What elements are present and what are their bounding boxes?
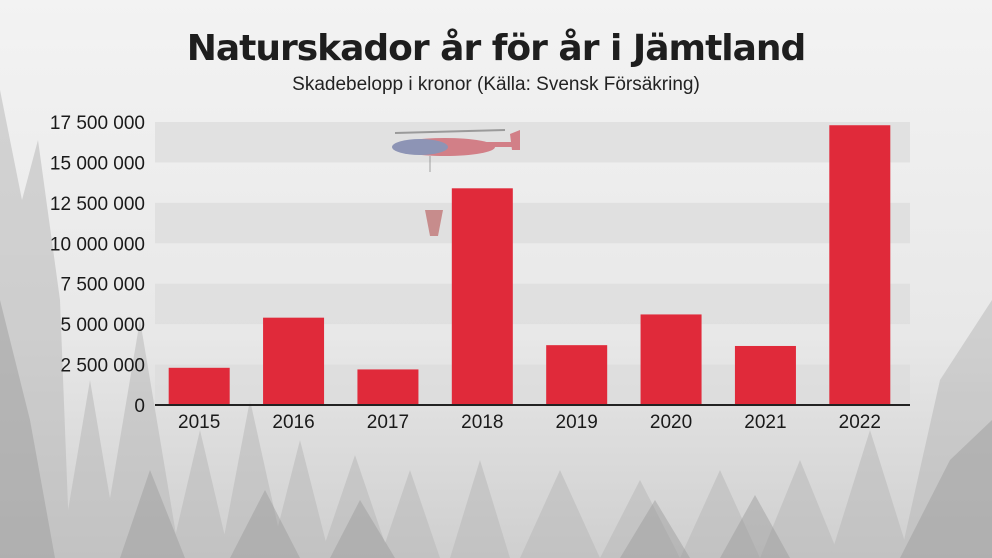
x-tick-label: 2015: [178, 412, 220, 433]
bar-2020: [640, 314, 702, 405]
y-tick-label: 2 500 000: [60, 356, 145, 377]
bar-2017: [357, 369, 419, 405]
bar-2019: [546, 345, 608, 405]
chart-title: Naturskador år för år i Jämtland: [186, 28, 807, 69]
y-tick-label: 5 000 000: [60, 315, 145, 336]
bar-2022: [829, 125, 891, 405]
y-tick-label: 12 500 000: [50, 194, 145, 215]
x-tick-label: 2022: [839, 412, 881, 433]
x-tick-label: 2021: [744, 412, 786, 433]
x-tick-label: 2016: [272, 412, 314, 433]
bar-2015: [168, 367, 230, 405]
bars: [168, 125, 891, 405]
y-tick-label: 7 500 000: [60, 275, 145, 296]
y-tick-label: 17 500 000: [50, 113, 145, 134]
grid-band: [155, 122, 910, 163]
bar-2021: [734, 345, 796, 405]
helicopter-image: [392, 129, 520, 236]
x-axis-ticks: 2015 2016 2017 2018 2019 2020 2021 2022: [178, 412, 881, 433]
x-tick-label: 2017: [367, 412, 409, 433]
y-tick-label: 0: [134, 396, 145, 417]
grid-band: [155, 283, 910, 325]
chart-subtitle: Skadebelopp i kronor (Källa: Svensk Förs…: [292, 74, 700, 95]
x-tick-label: 2019: [556, 412, 598, 433]
bar-2018: [451, 188, 513, 405]
x-tick-label: 2020: [650, 412, 692, 433]
y-tick-label: 15 000 000: [50, 153, 145, 174]
y-tick-label: 10 000 000: [50, 234, 145, 255]
y-axis-ticks: 0 2 500 000 5 000 000 7 500 000 10 000 000 12…: [50, 113, 145, 417]
x-tick-label: 2018: [461, 412, 503, 433]
bar-2016: [263, 317, 325, 405]
grid-band: [155, 202, 910, 244]
